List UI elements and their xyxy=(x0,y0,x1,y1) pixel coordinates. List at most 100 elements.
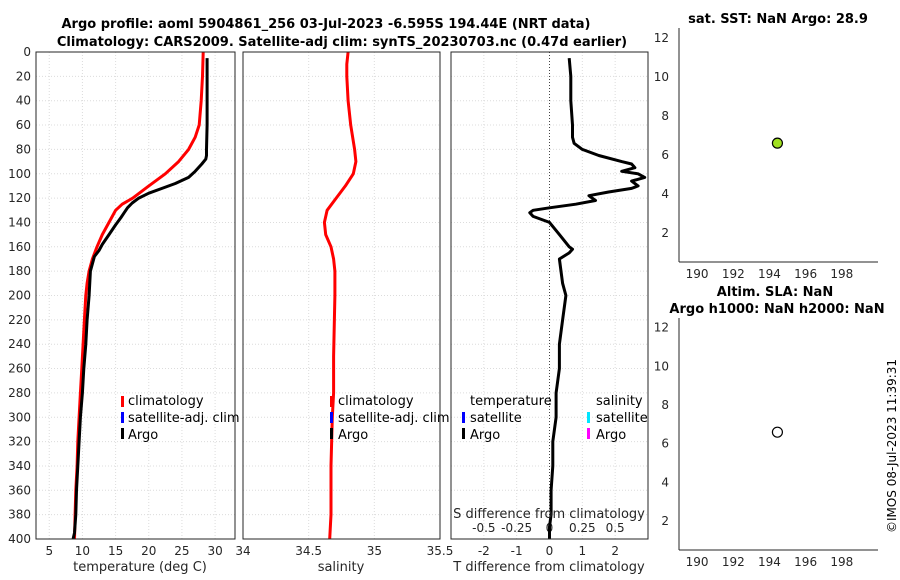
x-tick-label: -2 xyxy=(478,544,490,558)
series-line-climatology xyxy=(322,51,358,540)
sla-panel: 190 192 194 196 198 2 4 6 8 10 12 xyxy=(654,318,878,569)
x-tick-label: 34 xyxy=(235,544,250,558)
difference-xlabel-salinity: S difference from climatology xyxy=(453,507,645,522)
x-tick-label: 190 xyxy=(686,555,709,569)
legend-swatch-t-satellite xyxy=(462,412,465,423)
y-tick-label: 6 xyxy=(661,148,669,162)
y-tick-label: 280 xyxy=(8,386,31,400)
legend-label-t-argo: Argo xyxy=(470,428,500,443)
x-tick-label: 1 xyxy=(579,544,587,558)
y-tick-label: 4 xyxy=(661,187,669,201)
x-tick-label: 35.5 xyxy=(427,544,454,558)
difference-panel: -2 -1 0 1 2-0.5 -0.25 0 0.25 0.5 xyxy=(450,51,649,558)
legend-label-s-argo: Argo xyxy=(596,428,626,443)
y-tick-label: 200 xyxy=(8,289,31,303)
x-tick-label: 198 xyxy=(830,267,853,281)
s-tick-label: 0.5 xyxy=(606,521,625,535)
y-tick-label: 0 xyxy=(23,45,31,59)
s-tick-label: 0.25 xyxy=(569,521,596,535)
sst-title: sat. SST: NaN Argo: 28.9 xyxy=(688,12,868,27)
y-tick-label: 12 xyxy=(654,31,669,45)
y-tick-label: 300 xyxy=(8,410,31,424)
salinity-legend xyxy=(330,396,333,439)
y-tick-label: 360 xyxy=(8,483,31,497)
y-tick-label: 400 xyxy=(8,532,31,546)
y-tick-label: 180 xyxy=(8,264,31,278)
y-tick-label: 8 xyxy=(661,398,669,412)
series-line-argo-t-diff xyxy=(528,57,647,539)
y-tick-label: 160 xyxy=(8,240,31,254)
y-tick-label: 140 xyxy=(8,215,31,229)
legend-swatch-s-argo xyxy=(587,428,590,439)
y-tick-label: 2 xyxy=(661,226,669,240)
x-tick-label: 192 xyxy=(722,267,745,281)
x-tick-label: 0 xyxy=(546,544,554,558)
temperature-panel: 5 10 15 20 25 3002040608010012014016018020022… xyxy=(8,45,236,558)
legend-swatch-argo xyxy=(330,428,333,439)
legend-swatch-t-argo xyxy=(462,428,465,439)
data-point xyxy=(771,426,784,438)
x-tick-label: 198 xyxy=(830,555,853,569)
figure-title-line2: Climatology: CARS2009. Satellite-adj cli… xyxy=(57,35,627,50)
y-tick-label: 240 xyxy=(8,337,31,351)
legend-swatch-argo xyxy=(121,428,124,439)
x-tick-label: 25 xyxy=(174,544,189,558)
legend-swatch-satellite xyxy=(121,412,124,423)
x-tick-label: 196 xyxy=(794,267,817,281)
y-tick-label: 10 xyxy=(654,359,669,373)
y-tick-label: 220 xyxy=(8,313,31,327)
s-tick-label: -0.5 xyxy=(472,521,495,535)
legend-swatch-climatology xyxy=(330,396,333,407)
salinity-xlabel: salinity xyxy=(318,560,365,575)
y-tick-label: 80 xyxy=(16,142,31,156)
y-tick-label: 120 xyxy=(8,191,31,205)
x-tick-label: 15 xyxy=(108,544,123,558)
legend-heading-temperature: temperature xyxy=(470,394,552,409)
x-tick-label: 196 xyxy=(794,555,817,569)
legend-heading-salinity: salinity xyxy=(596,394,643,409)
plot-frame xyxy=(35,51,236,540)
y-tick-label: 260 xyxy=(8,362,31,376)
y-tick-label: 320 xyxy=(8,435,31,449)
legend-label-s-satellite: satellite xyxy=(596,411,648,426)
y-tick-label: 10 xyxy=(654,70,669,84)
y-tick-label: 380 xyxy=(8,508,31,522)
y-tick-label: 100 xyxy=(8,167,31,181)
y-tick-label: 4 xyxy=(661,475,669,489)
legend-label-argo: Argo xyxy=(338,428,368,443)
x-tick-label: 20 xyxy=(141,544,156,558)
x-tick-label: 10 xyxy=(75,544,90,558)
difference-xlabel: T difference from climatology xyxy=(452,560,645,575)
sla-title-line1: Altim. SLA: NaN xyxy=(717,285,833,300)
y-tick-label: 40 xyxy=(16,94,31,108)
temperature-xlabel: temperature (deg C) xyxy=(73,560,207,575)
legend-label-climatology: climatology xyxy=(338,394,414,409)
y-tick-label: 2 xyxy=(661,514,669,528)
legend-swatch-satellite xyxy=(330,412,333,423)
y-tick-label: 6 xyxy=(661,437,669,451)
x-tick-label: 2 xyxy=(611,544,619,558)
difference-legend xyxy=(462,412,590,439)
x-tick-label: 190 xyxy=(686,267,709,281)
x-tick-label: 35 xyxy=(367,544,382,558)
sst-panel: 190 192 194 196 198 2 4 6 8 10 12 xyxy=(654,28,878,281)
s-tick-label: -0.25 xyxy=(501,521,532,535)
y-tick-label: 8 xyxy=(661,109,669,123)
x-tick-label: 34.5 xyxy=(295,544,322,558)
temperature-legend xyxy=(121,396,124,439)
plot-frame xyxy=(450,51,649,540)
x-tick-label: 194 xyxy=(758,555,781,569)
y-tick-label: 60 xyxy=(16,118,31,132)
figure-title-line1: Argo profile: aoml 5904861_256 03-Jul-20… xyxy=(62,17,591,32)
data-point xyxy=(771,137,784,149)
x-tick-label: 5 xyxy=(45,544,53,558)
imos-timestamp: ©IMOS 08-Jul-2023 11:39:31 xyxy=(885,359,899,533)
legend-label-climatology: climatology xyxy=(128,394,204,409)
x-tick-label: 30 xyxy=(207,544,222,558)
legend-label-argo: Argo xyxy=(128,428,158,443)
y-tick-label: 340 xyxy=(8,459,31,473)
series-line-argo xyxy=(71,58,209,540)
plot-frame xyxy=(242,51,441,540)
y-tick-label: 20 xyxy=(16,69,31,83)
